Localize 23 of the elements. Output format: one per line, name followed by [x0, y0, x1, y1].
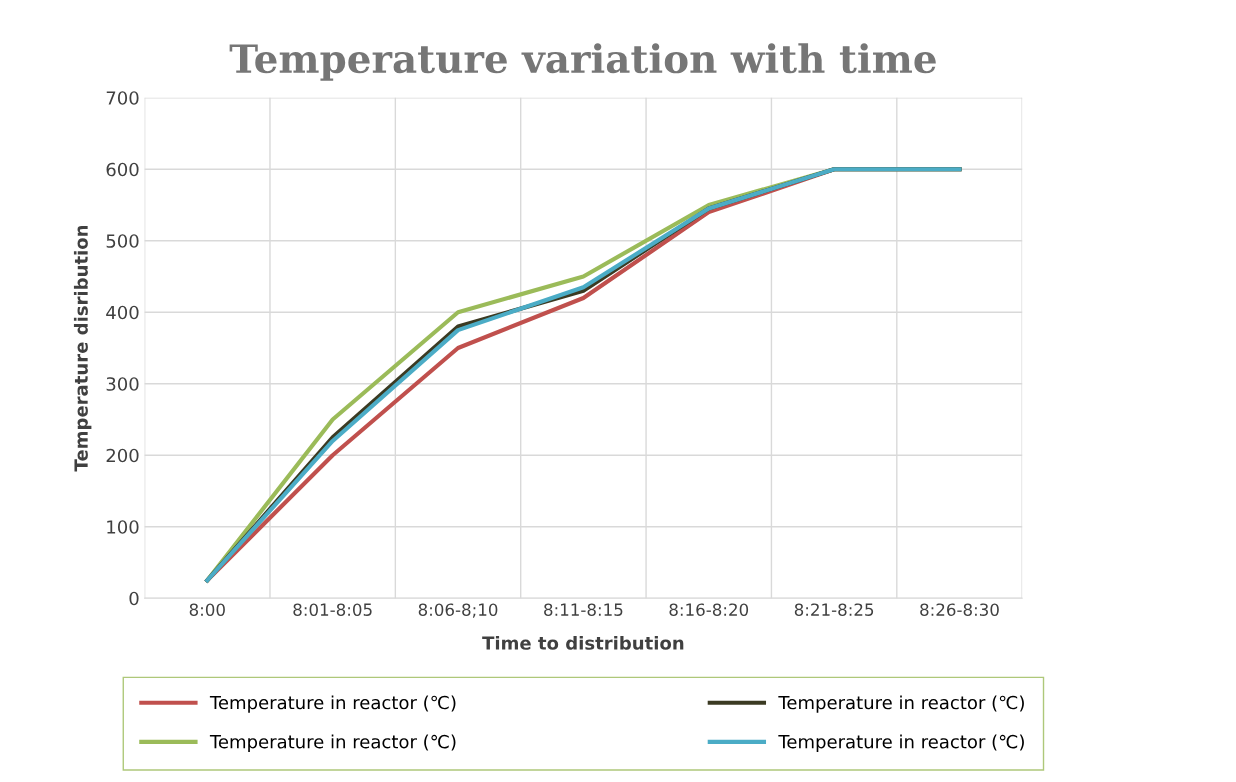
y-axis-title: Temperature disribution	[73, 225, 92, 472]
legend-label: Temperature in reactor (℃)	[778, 734, 1024, 752]
x-tick-label: 8:06-8;10	[418, 603, 498, 618]
x-tick-label: 8:26-8:30	[920, 603, 999, 616]
x-tick-label: 8:00	[189, 603, 225, 616]
chart-title: Temperature variation with time	[229, 43, 936, 81]
x-tick-label: 8:01-8:05	[293, 603, 372, 616]
legend-label: Temperature in reactor (℃)	[209, 695, 456, 713]
legend-label: Temperature in reactor (℃)	[209, 734, 456, 752]
y-tick-label: 500	[106, 234, 139, 248]
x-tick-label: 8:11-8:15	[544, 603, 623, 616]
y-tick-label: 100	[107, 520, 139, 534]
y-tick-label: 200	[106, 448, 139, 463]
y-tick-label: 600	[106, 162, 139, 177]
line-series	[205, 167, 962, 583]
x-tick-label: 8:16-8:20	[669, 603, 749, 616]
y-tick-label: 400	[106, 305, 139, 320]
y-tick-label: 700	[106, 91, 139, 105]
legend-label: Temperature in reactor (℃)	[778, 695, 1024, 713]
y-tick-label: 300	[106, 377, 139, 391]
x-axis-title: Time to distribution	[482, 635, 684, 650]
x-tick-label: 8:21-8:25	[794, 603, 874, 616]
y-tick-label: 0	[129, 591, 139, 606]
